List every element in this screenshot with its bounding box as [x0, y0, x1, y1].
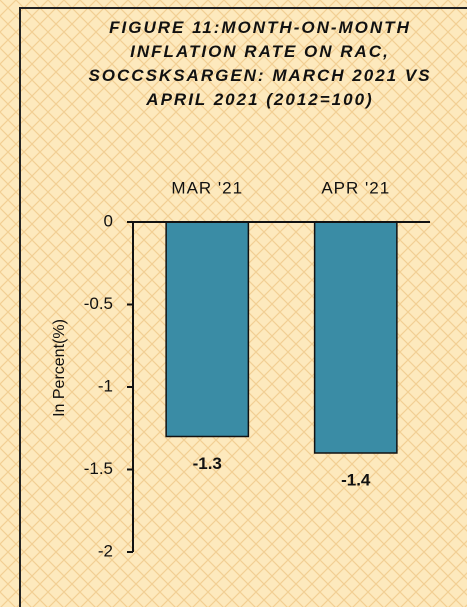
y-tick-label: -1: [98, 376, 113, 395]
data-label: -1.4: [341, 470, 371, 489]
x-tick-label: APR '21: [321, 178, 390, 197]
chart-title: FIGURE 11:MONTH-ON-MONTH INFLATION RATE …: [88, 18, 432, 109]
y-tick-label: -0.5: [84, 294, 113, 313]
y-tick-label: -2: [98, 541, 113, 560]
frame: [19, 7, 467, 607]
y-tick-label: -1.5: [84, 459, 113, 478]
bar: [313, 221, 398, 454]
data-label: -1.3: [193, 454, 222, 473]
y-tick-label: 0: [104, 211, 113, 230]
bar: [165, 221, 250, 438]
y-axis-label: In Percent(%): [51, 319, 68, 417]
x-tick-label: MAR '21: [171, 178, 243, 197]
